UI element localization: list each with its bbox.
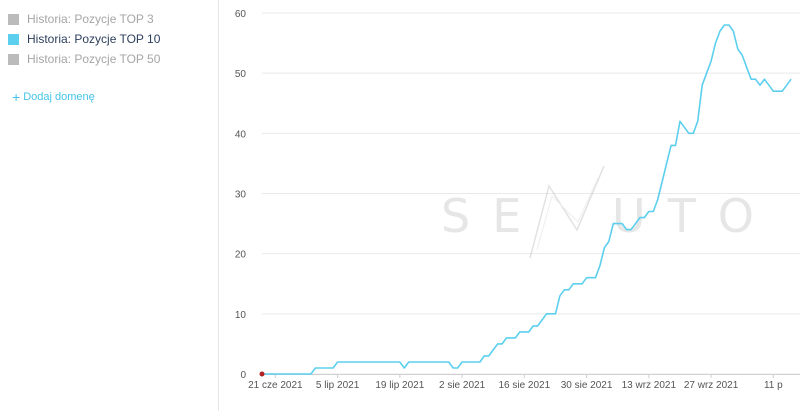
x-axis: 21 cze 2021 5 lip 2021 19 lip 2021 2 sie 20… bbox=[248, 374, 800, 391]
y-axis: 0 10 20 30 40 50 60 bbox=[235, 9, 247, 381]
add-domain-button[interactable]: + Dodaj domenę bbox=[12, 88, 95, 105]
legend-label-top3: Historia: Pozycje TOP 3 bbox=[27, 12, 154, 26]
plus-icon: + bbox=[12, 88, 21, 105]
x-tick-label: 5 lip 2021 bbox=[316, 380, 360, 391]
legend-label-top10: Historia: Pozycje TOP 10 bbox=[27, 32, 161, 46]
y-tick-label: 40 bbox=[235, 129, 247, 140]
series-line bbox=[262, 24, 792, 375]
senuto-watermark: SE UTO bbox=[441, 165, 776, 259]
x-tick-label: 16 sie 2021 bbox=[498, 380, 550, 391]
legend-label-top50: Historia: Pozycje TOP 50 bbox=[27, 52, 161, 66]
line-chart: SE UTO 0 10 20 30 40 50 60 21 cze 2021 5 lip 20… bbox=[235, 9, 800, 391]
y-tick-label: 10 bbox=[235, 310, 247, 321]
watermark-left: SE bbox=[441, 189, 543, 243]
x-tick-label: 21 cze 2021 bbox=[248, 380, 303, 391]
watermark-n-shadow bbox=[536, 177, 599, 251]
chart-area: SE UTO 0 10 20 30 40 50 60 21 cze 2021 5 lip 20… bbox=[219, 0, 800, 411]
legend-item-top10[interactable]: Historia: Pozycje TOP 10 bbox=[8, 32, 160, 46]
legend-sidebar: Historia: Pozycje TOP 3 Historia: Pozycj… bbox=[0, 0, 219, 411]
legend-swatch-top10 bbox=[8, 33, 19, 45]
y-tick-label: 0 bbox=[240, 370, 246, 381]
series-point bbox=[259, 371, 265, 377]
x-tick-label: 13 wrz 2021 bbox=[622, 380, 677, 391]
watermark-right: UTO bbox=[612, 189, 776, 243]
series-layer bbox=[259, 24, 792, 377]
y-tick-label: 30 bbox=[235, 190, 247, 201]
add-domain-label: Dodaj domenę bbox=[23, 91, 95, 103]
y-tick-label: 20 bbox=[235, 250, 247, 261]
legend-swatch-top3 bbox=[8, 13, 19, 25]
watermark-n-mark bbox=[529, 165, 605, 259]
x-tick-label: 2 sie 2021 bbox=[439, 380, 486, 391]
x-tick-label: 30 sie 2021 bbox=[561, 380, 613, 391]
legend-swatch-top50 bbox=[8, 53, 19, 65]
legend-item-top50[interactable]: Historia: Pozycje TOP 50 bbox=[8, 52, 160, 66]
y-tick-label: 60 bbox=[235, 9, 247, 20]
y-tick-label: 50 bbox=[235, 69, 247, 80]
x-tick-label: 19 lip 2021 bbox=[375, 380, 424, 391]
x-tick-label: 27 wrz 2021 bbox=[684, 380, 739, 391]
grid-lines bbox=[262, 12, 800, 375]
x-tick-label: 11 p bbox=[764, 380, 783, 391]
legend-item-top3[interactable]: Historia: Pozycje TOP 3 bbox=[8, 12, 154, 26]
